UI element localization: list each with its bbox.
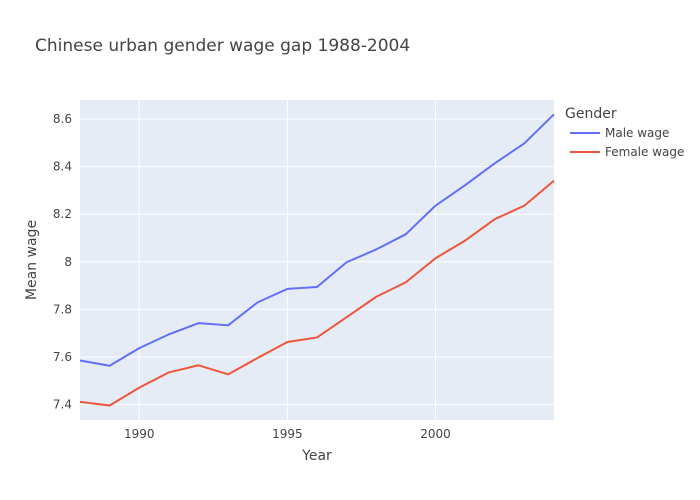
y-tick-label: 7.4	[53, 398, 72, 412]
plot-area	[80, 100, 554, 420]
y-tick-label: 8.2	[53, 207, 72, 221]
y-axis-title: Mean wage	[24, 220, 40, 300]
y-tick-label: 7.6	[53, 350, 72, 364]
y-tick-label: 7.8	[53, 302, 72, 316]
y-gridlines	[80, 118, 554, 406]
x-tick-label: 2000	[420, 427, 451, 441]
legend-label: Female wage	[605, 145, 684, 159]
x-axis-ticks: 1990 1995 2000	[124, 427, 451, 441]
y-tick-label: 8	[64, 255, 72, 269]
legend-title: Gender	[565, 106, 617, 122]
chart-title: Chinese urban gender wage gap 1988-2004	[35, 36, 410, 56]
x-axis-title: Year	[301, 448, 332, 464]
y-tick-label: 8.6	[53, 112, 72, 126]
x-tick-label: 1990	[124, 427, 155, 441]
y-tick-label: 8.4	[53, 160, 72, 174]
legend-item-female-wage[interactable]: Female wage	[570, 145, 684, 159]
y-axis-ticks: 7.4 7.6 7.8 8 8.2 8.4 8.6	[53, 112, 72, 412]
series-line-female-wage	[79, 179, 555, 407]
legend-label: Male wage	[605, 126, 669, 140]
x-gridlines	[138, 100, 436, 420]
series-line-male-wage	[79, 113, 555, 367]
legend-item-male-wage[interactable]: Male wage	[570, 126, 669, 140]
x-tick-label: 1995	[272, 427, 303, 441]
series-lines	[79, 113, 555, 407]
legend[interactable]: Gender Male wage Female wage	[565, 106, 684, 159]
